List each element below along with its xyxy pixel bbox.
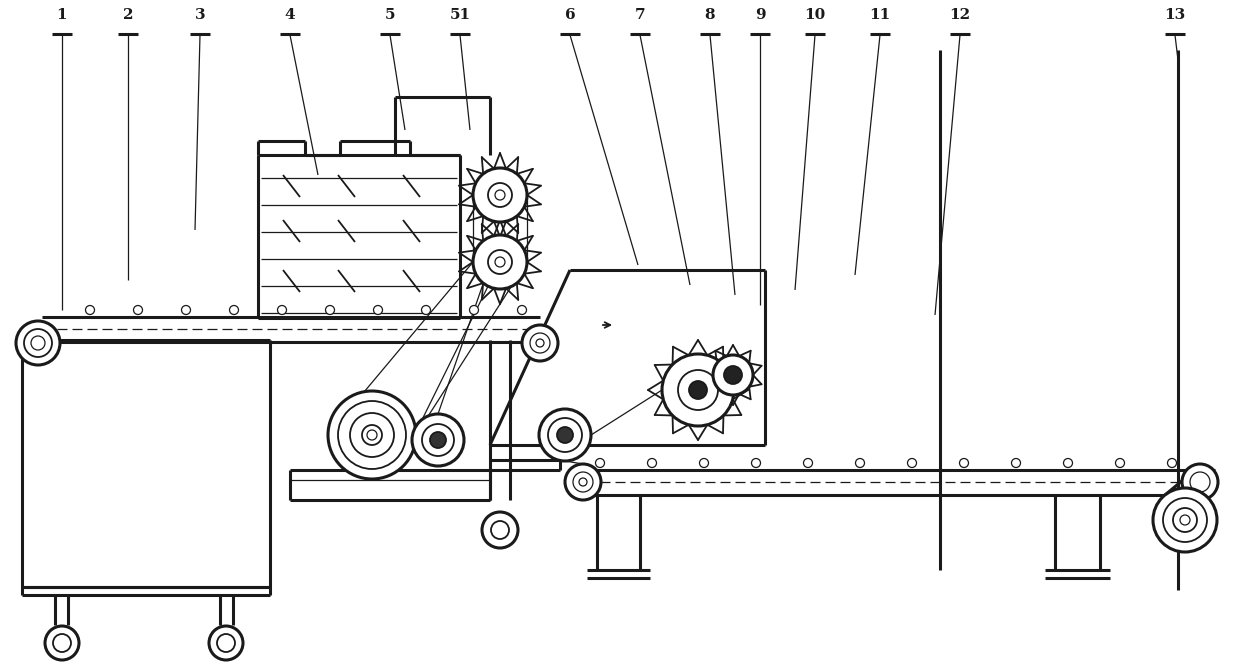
Text: 1: 1: [57, 8, 67, 22]
Text: 2: 2: [123, 8, 133, 22]
Circle shape: [181, 306, 191, 314]
Circle shape: [489, 250, 512, 274]
Circle shape: [16, 321, 60, 365]
Circle shape: [522, 325, 558, 361]
Circle shape: [412, 414, 464, 466]
Circle shape: [529, 333, 551, 353]
Text: 11: 11: [869, 8, 890, 22]
Circle shape: [595, 458, 605, 468]
Circle shape: [662, 354, 734, 426]
Circle shape: [1163, 498, 1207, 542]
Circle shape: [472, 168, 527, 222]
Circle shape: [472, 235, 527, 289]
Circle shape: [573, 472, 593, 492]
Circle shape: [557, 427, 573, 443]
Circle shape: [350, 413, 394, 457]
Circle shape: [713, 355, 753, 395]
Circle shape: [491, 521, 508, 539]
Circle shape: [362, 425, 382, 445]
Circle shape: [579, 478, 587, 486]
Circle shape: [86, 306, 94, 314]
Circle shape: [1190, 472, 1210, 492]
Text: 5: 5: [384, 8, 396, 22]
Text: 12: 12: [950, 8, 971, 22]
Circle shape: [422, 306, 430, 314]
Text: 10: 10: [805, 8, 826, 22]
Circle shape: [1064, 458, 1073, 468]
Circle shape: [422, 424, 454, 456]
Text: 8: 8: [704, 8, 715, 22]
Text: 4: 4: [285, 8, 295, 22]
Circle shape: [1116, 458, 1125, 468]
Circle shape: [565, 464, 601, 500]
Circle shape: [24, 329, 52, 357]
Circle shape: [430, 432, 446, 448]
Circle shape: [329, 391, 415, 479]
Circle shape: [647, 458, 656, 468]
Circle shape: [229, 306, 238, 314]
Text: 6: 6: [564, 8, 575, 22]
Circle shape: [960, 458, 968, 468]
Circle shape: [548, 418, 582, 452]
Circle shape: [678, 370, 718, 410]
Circle shape: [470, 306, 479, 314]
Circle shape: [367, 430, 377, 440]
Text: 13: 13: [1164, 8, 1185, 22]
Circle shape: [373, 306, 382, 314]
Circle shape: [325, 306, 335, 314]
Circle shape: [489, 183, 512, 207]
Circle shape: [210, 626, 243, 660]
Circle shape: [495, 257, 505, 267]
Circle shape: [536, 339, 544, 347]
Circle shape: [856, 458, 864, 468]
Circle shape: [908, 458, 916, 468]
Circle shape: [1153, 488, 1216, 552]
Circle shape: [751, 458, 760, 468]
Text: 9: 9: [755, 8, 765, 22]
Circle shape: [1168, 458, 1177, 468]
Circle shape: [804, 458, 812, 468]
Circle shape: [278, 306, 286, 314]
Text: 3: 3: [195, 8, 206, 22]
Circle shape: [1182, 464, 1218, 500]
Circle shape: [1012, 458, 1021, 468]
Circle shape: [689, 381, 707, 399]
Circle shape: [134, 306, 143, 314]
Circle shape: [1173, 508, 1197, 532]
Circle shape: [217, 634, 236, 652]
Circle shape: [482, 512, 518, 548]
Circle shape: [495, 190, 505, 200]
Circle shape: [53, 634, 71, 652]
Circle shape: [339, 401, 405, 469]
Circle shape: [517, 306, 527, 314]
Circle shape: [539, 409, 591, 461]
Circle shape: [45, 626, 79, 660]
Circle shape: [1180, 515, 1190, 525]
Text: 51: 51: [449, 8, 470, 22]
Circle shape: [699, 458, 708, 468]
Circle shape: [31, 336, 45, 350]
Circle shape: [724, 366, 742, 384]
Text: 7: 7: [635, 8, 645, 22]
